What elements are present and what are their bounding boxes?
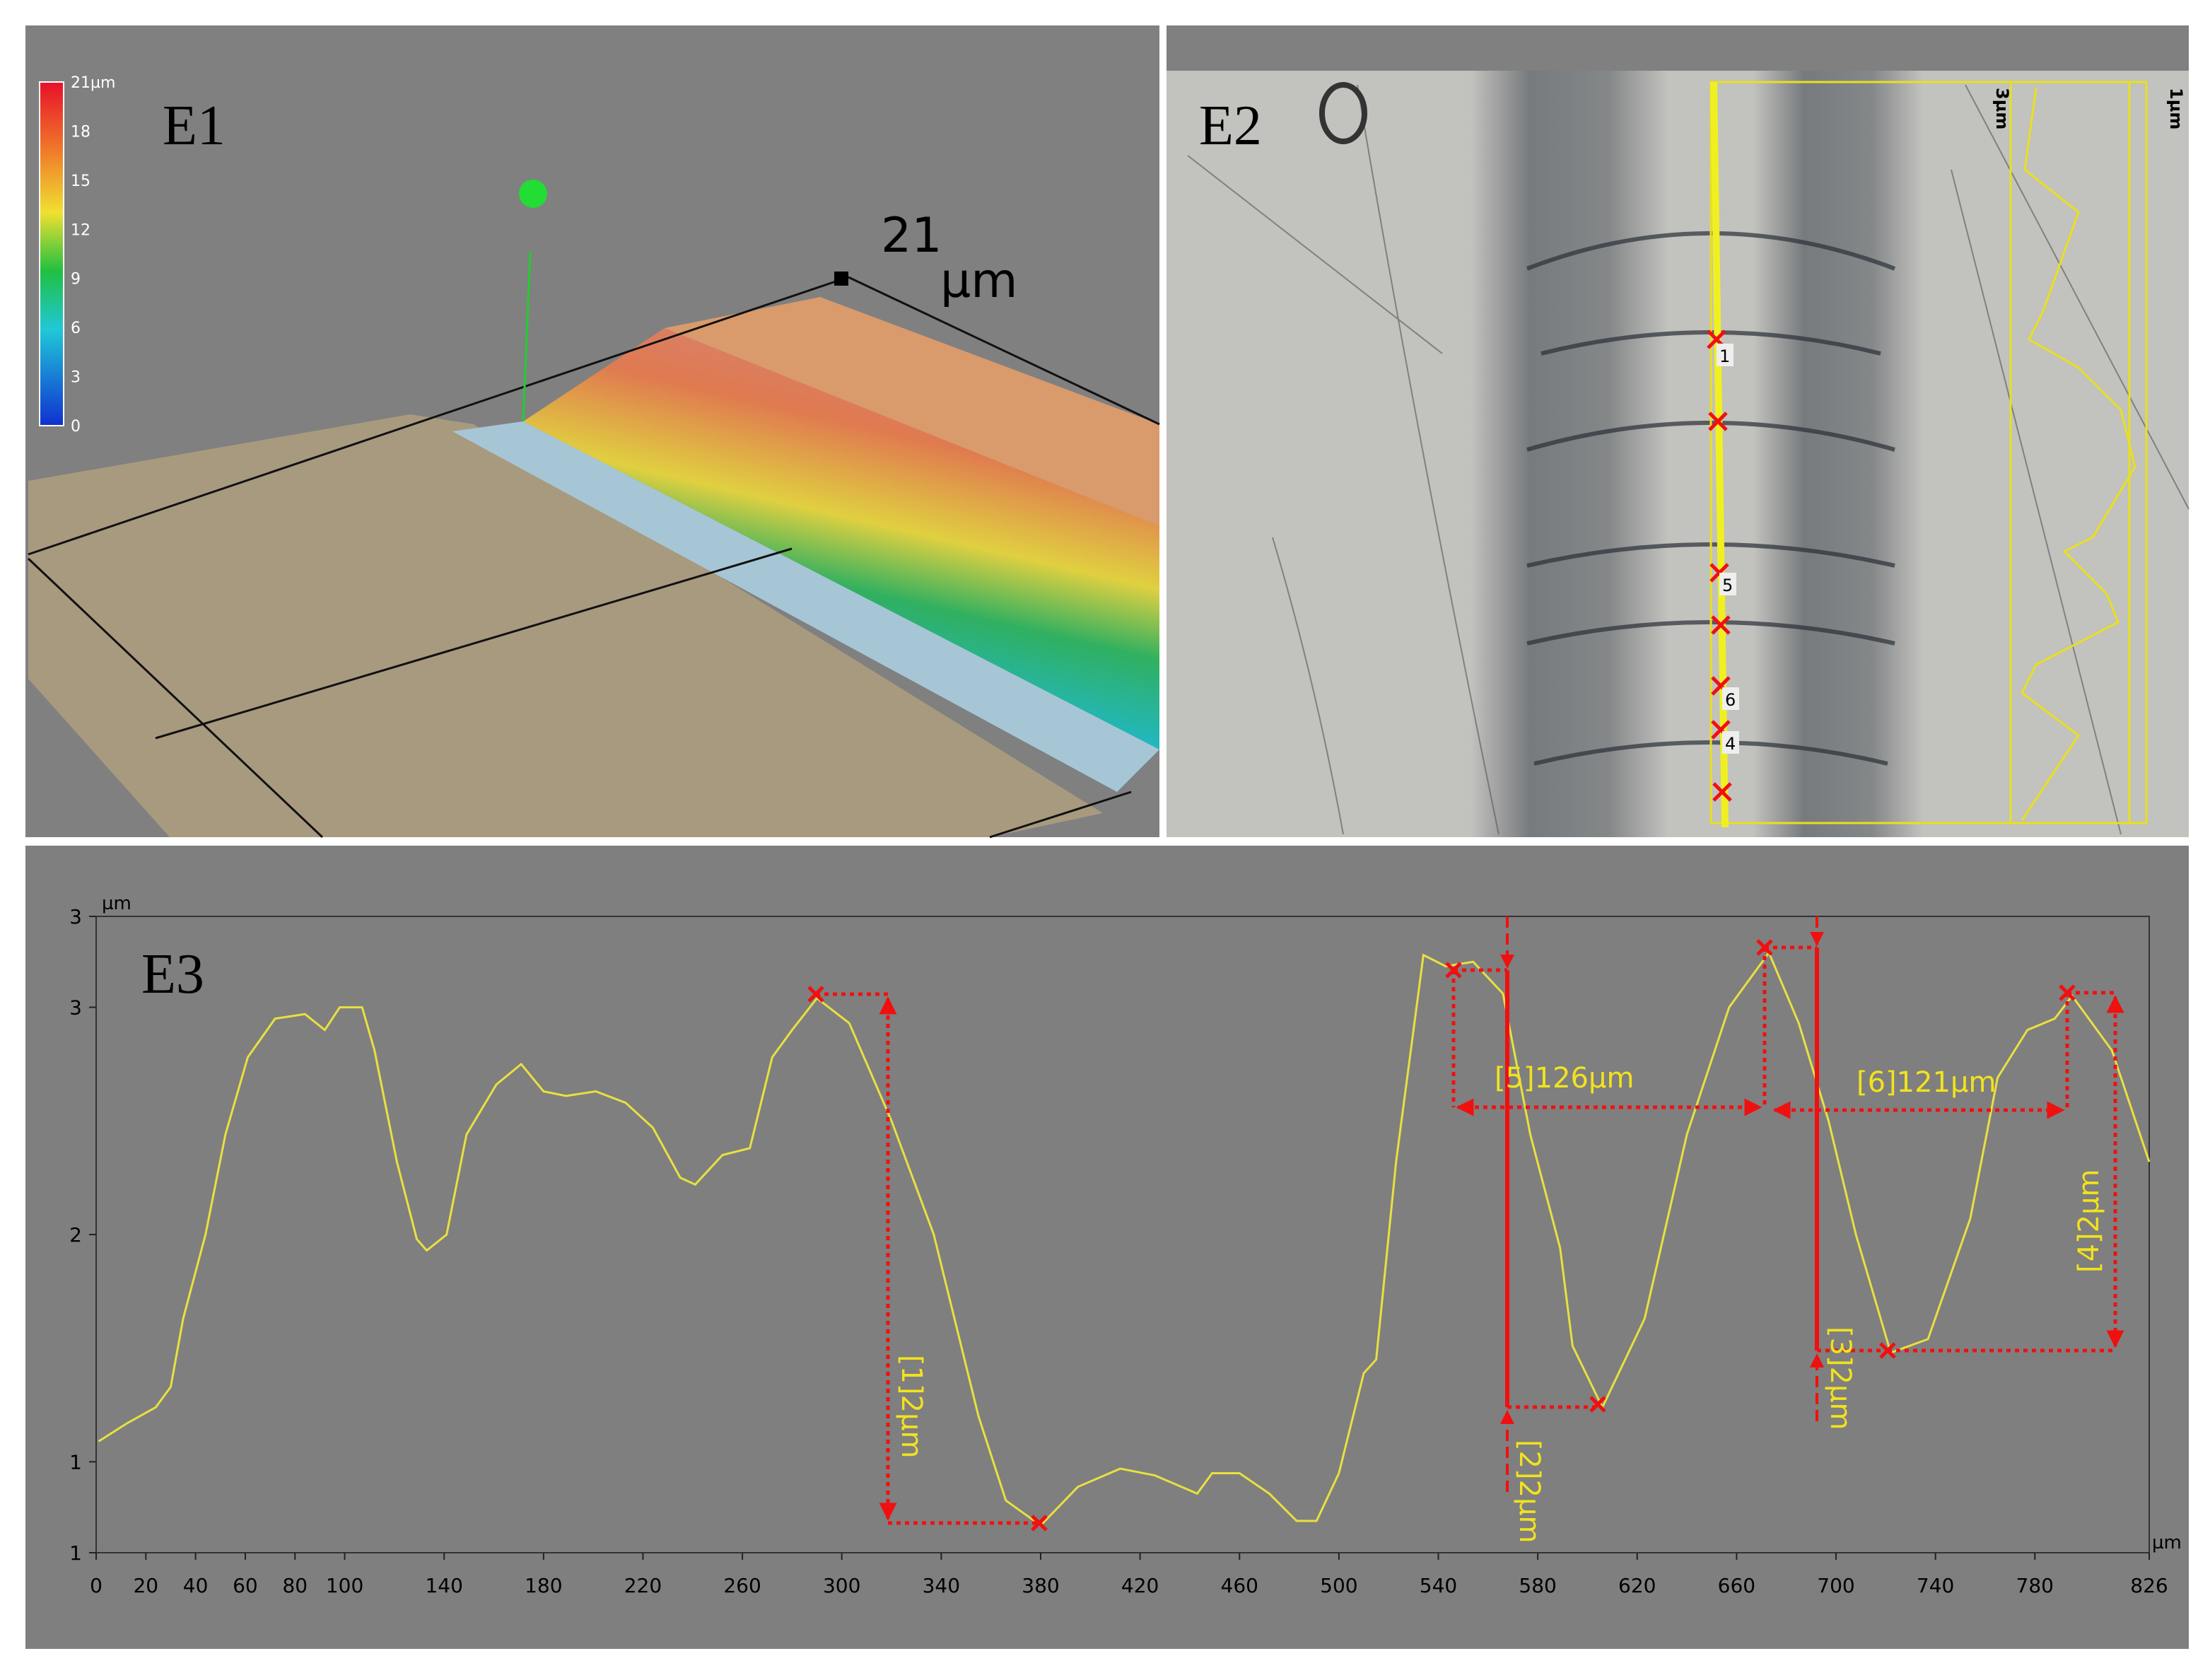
marker-label: 5	[1722, 576, 1733, 595]
x-tick-label: 100	[326, 1574, 363, 1597]
x-unit: µm	[2152, 1532, 2182, 1553]
y-tick-label: 1	[69, 1450, 82, 1474]
y-tick-label: 3	[69, 905, 82, 928]
x-tick-label: 380	[1022, 1574, 1059, 1597]
x-tick-label: 460	[1221, 1574, 1258, 1597]
panel-label: E1	[163, 95, 226, 157]
y-unit: µm	[102, 893, 131, 914]
x-tick-label: 0	[90, 1574, 103, 1597]
flat-surface	[28, 414, 1103, 837]
x-tick-label: 80	[282, 1574, 308, 1597]
x-tick-label: 60	[233, 1574, 258, 1597]
x-tick-label: 620	[1618, 1574, 1656, 1597]
x-tick-label: 40	[183, 1574, 209, 1597]
panel-bg	[25, 846, 2189, 1649]
axis-corner	[834, 272, 848, 286]
colorbar-label: 15	[71, 173, 90, 190]
profile-box	[2009, 81, 2148, 824]
scale-label: 3µm	[1992, 88, 2012, 129]
x-tick-label: 300	[823, 1574, 860, 1597]
panel-label: E3	[141, 943, 204, 1005]
x-tick-label: 826	[2130, 1574, 2168, 1597]
frame-lines	[27, 276, 1160, 839]
scratches	[1187, 84, 2189, 835]
colorbar-label: 9	[71, 271, 81, 288]
x-tick-label: 140	[425, 1574, 462, 1597]
x-tick-label: 420	[1121, 1574, 1159, 1597]
measurements	[807, 916, 2124, 1532]
annotation: [3]2µm	[1824, 1326, 1857, 1430]
top-surface	[665, 297, 1159, 526]
colorbar-label: 12	[71, 221, 90, 239]
profile-box	[1709, 81, 2131, 824]
pin	[522, 251, 532, 422]
x-tick-label: 260	[723, 1574, 761, 1597]
micrograph	[1167, 71, 2189, 837]
x-tick-label: 580	[1519, 1574, 1556, 1597]
marker-label: 1	[1719, 346, 1730, 366]
x-tick-label: 220	[624, 1574, 662, 1597]
marker-label: 6	[1725, 690, 1736, 710]
colorbar-ticks: 21µm 18 15 12 9 6 3 0	[71, 74, 115, 436]
slope-surface	[523, 328, 1159, 749]
annotation: [2]2µm	[1513, 1440, 1545, 1544]
wall-surface	[452, 421, 1159, 792]
annotation: [5]126µm	[1495, 1062, 1634, 1095]
profile-line	[98, 950, 2151, 1527]
x-tick-label: 180	[525, 1574, 562, 1597]
colorbar	[39, 81, 64, 426]
height-unit: µm	[940, 253, 1018, 309]
x-tick-label: 700	[1817, 1574, 1854, 1597]
x-tick-label: 780	[2016, 1574, 2054, 1597]
colorbar-label: 18	[71, 123, 90, 141]
colorbar-label: 6	[71, 320, 81, 337]
colorbar-label: 21µm	[71, 74, 115, 92]
colorbar-label: 0	[71, 418, 81, 436]
x-tick-label: 540	[1420, 1574, 1457, 1597]
panel-e2: 1 5 6 4 3µm 1µm E2	[1167, 25, 2189, 837]
panel-label: E2	[1199, 95, 1262, 157]
pit	[1319, 82, 1367, 144]
line-markers	[1707, 329, 1732, 802]
marker-label: 4	[1725, 734, 1736, 754]
y-tick-label: 3	[69, 996, 82, 1020]
groove-band	[1471, 71, 1668, 837]
scale-label: 1µm	[2166, 88, 2186, 129]
profile-trace	[2021, 87, 2136, 821]
x-tick-label: 660	[1718, 1574, 1755, 1597]
x-tick-label: 340	[923, 1574, 960, 1597]
annotation: [1]2µm	[895, 1355, 928, 1459]
groove-band	[1753, 71, 1923, 837]
height-value: 21	[881, 208, 942, 264]
pin-head	[519, 180, 547, 208]
colorbar-label: 3	[71, 369, 81, 387]
x-tick-label: 20	[133, 1574, 158, 1597]
annotation: [4]2µm	[2073, 1169, 2105, 1273]
y-tick-label: 2	[69, 1223, 82, 1247]
annotation: [6]121µm	[1857, 1066, 1996, 1099]
panel-e1: 21µm 18 15 12 9 6 3 0 21 µm E1	[25, 25, 1160, 839]
x-tick-label: 500	[1320, 1574, 1357, 1597]
x-tick-label: 740	[1917, 1574, 1954, 1597]
y-tick-label: 1	[69, 1541, 82, 1565]
